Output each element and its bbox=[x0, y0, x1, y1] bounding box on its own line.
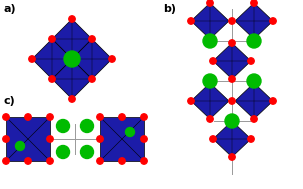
Polygon shape bbox=[52, 59, 92, 99]
Circle shape bbox=[251, 116, 257, 122]
Circle shape bbox=[229, 118, 235, 124]
Circle shape bbox=[207, 116, 213, 122]
Circle shape bbox=[119, 114, 125, 120]
Circle shape bbox=[229, 98, 235, 104]
Circle shape bbox=[97, 114, 103, 120]
Circle shape bbox=[188, 98, 194, 104]
Circle shape bbox=[207, 36, 213, 42]
Circle shape bbox=[141, 114, 147, 120]
Polygon shape bbox=[213, 43, 251, 79]
Circle shape bbox=[56, 119, 69, 132]
Circle shape bbox=[47, 114, 53, 120]
Polygon shape bbox=[72, 39, 112, 79]
Circle shape bbox=[210, 136, 216, 142]
Polygon shape bbox=[235, 83, 273, 119]
Circle shape bbox=[247, 34, 261, 48]
Circle shape bbox=[97, 136, 103, 142]
Text: c): c) bbox=[4, 96, 16, 106]
Circle shape bbox=[119, 158, 125, 164]
Circle shape bbox=[270, 98, 276, 104]
Circle shape bbox=[89, 76, 95, 82]
Circle shape bbox=[3, 114, 9, 120]
Circle shape bbox=[251, 0, 257, 6]
Circle shape bbox=[247, 74, 261, 88]
Polygon shape bbox=[52, 19, 92, 59]
Circle shape bbox=[141, 136, 147, 142]
Circle shape bbox=[229, 40, 235, 46]
Polygon shape bbox=[32, 39, 72, 79]
Circle shape bbox=[248, 136, 254, 142]
Circle shape bbox=[229, 76, 235, 82]
Circle shape bbox=[81, 146, 94, 159]
Circle shape bbox=[203, 34, 217, 48]
Circle shape bbox=[69, 96, 75, 102]
Circle shape bbox=[89, 36, 95, 42]
Circle shape bbox=[81, 119, 94, 132]
Circle shape bbox=[47, 136, 53, 142]
Circle shape bbox=[25, 114, 31, 120]
Polygon shape bbox=[100, 117, 144, 161]
Circle shape bbox=[49, 76, 55, 82]
Circle shape bbox=[69, 16, 75, 22]
Circle shape bbox=[25, 158, 31, 164]
Polygon shape bbox=[235, 3, 273, 39]
Circle shape bbox=[229, 18, 235, 24]
Text: b): b) bbox=[163, 4, 176, 14]
Circle shape bbox=[3, 158, 9, 164]
Circle shape bbox=[97, 158, 103, 164]
Circle shape bbox=[207, 80, 213, 86]
Polygon shape bbox=[191, 3, 229, 39]
Circle shape bbox=[188, 18, 194, 24]
Circle shape bbox=[248, 58, 254, 64]
Circle shape bbox=[225, 114, 239, 128]
Text: a): a) bbox=[4, 4, 17, 14]
Circle shape bbox=[207, 0, 213, 6]
Circle shape bbox=[210, 58, 216, 64]
Polygon shape bbox=[191, 83, 229, 119]
Circle shape bbox=[251, 36, 257, 42]
Polygon shape bbox=[6, 117, 50, 161]
Circle shape bbox=[203, 74, 217, 88]
Circle shape bbox=[270, 18, 276, 24]
Circle shape bbox=[56, 146, 69, 159]
Circle shape bbox=[15, 142, 25, 150]
Circle shape bbox=[251, 80, 257, 86]
Circle shape bbox=[229, 154, 235, 160]
Circle shape bbox=[141, 158, 147, 164]
Circle shape bbox=[125, 128, 135, 136]
Circle shape bbox=[29, 56, 35, 62]
Circle shape bbox=[49, 36, 55, 42]
Polygon shape bbox=[213, 121, 251, 157]
Circle shape bbox=[47, 158, 53, 164]
Circle shape bbox=[64, 51, 80, 67]
Circle shape bbox=[109, 56, 115, 62]
Circle shape bbox=[3, 136, 9, 142]
